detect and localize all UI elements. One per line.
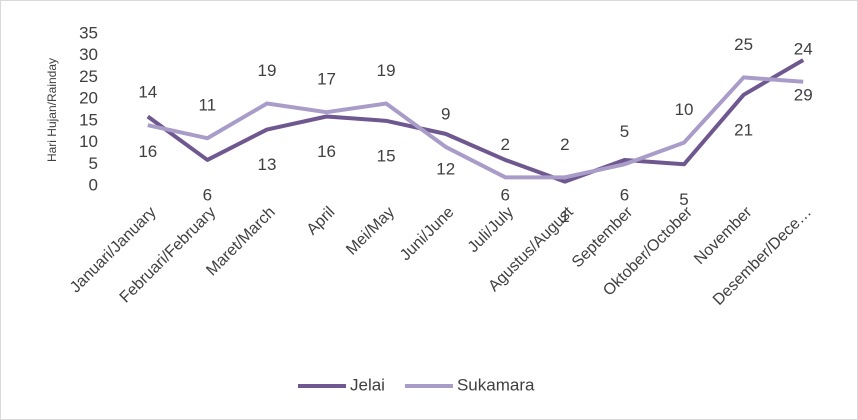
data-label: 10	[675, 100, 694, 119]
data-label: 11	[199, 96, 217, 115]
data-label: 2	[501, 135, 510, 154]
series-line	[147, 75, 804, 180]
data-label: 16	[138, 142, 157, 161]
data-label: 21	[734, 120, 753, 139]
data-label: 19	[377, 61, 396, 80]
data-label: 12	[436, 159, 455, 178]
data-label: 16	[317, 142, 336, 161]
data-label: 1	[560, 207, 569, 226]
y-tick-label: 30	[79, 45, 98, 64]
data-label: 5	[679, 190, 688, 209]
data-label: 5	[620, 122, 629, 141]
data-label: 15	[377, 146, 396, 165]
y-tick-label: 20	[79, 89, 98, 108]
data-label: 25	[734, 35, 753, 54]
data-label: 17	[317, 70, 336, 89]
y-tick-label: 15	[79, 110, 98, 129]
data-label: 19	[257, 61, 276, 80]
y-tick-label: 35	[79, 23, 98, 42]
data-label: 24	[794, 39, 813, 58]
y-tick-label: 0	[89, 175, 98, 194]
data-label: 13	[257, 155, 276, 174]
data-label: 6	[620, 185, 629, 204]
y-tick-label: 10	[79, 132, 98, 151]
y-tick-label: 25	[79, 67, 98, 86]
legend-label: Jelai	[350, 375, 385, 394]
series-line	[146, 58, 805, 184]
y-axis-title: Hari Hujan/Rainday	[45, 58, 59, 162]
data-label: 6	[203, 185, 212, 204]
data-label: 6	[501, 185, 510, 204]
data-label: 2	[560, 135, 569, 154]
data-label: 9	[441, 104, 450, 123]
data-label: 29	[794, 86, 813, 105]
data-label: 14	[138, 83, 157, 102]
legend-label: Sukamara	[457, 375, 535, 394]
y-tick-label: 5	[89, 154, 98, 173]
